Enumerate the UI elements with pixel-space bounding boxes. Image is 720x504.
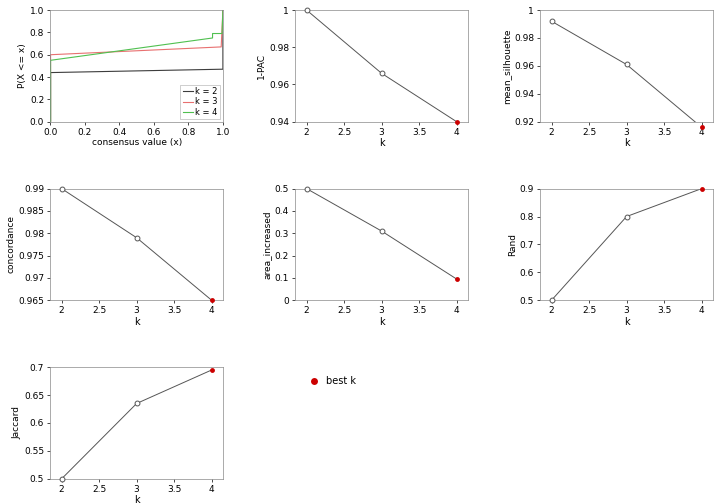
Y-axis label: Rand: Rand [508, 233, 517, 256]
k = 4 [46, 118, 55, 124]
X-axis label: k: k [624, 138, 629, 148]
k = 3 [219, 7, 228, 13]
k = 4 [206, 35, 215, 41]
k = 3 [149, 47, 158, 53]
k = 4 [143, 44, 152, 50]
k = 2 [46, 118, 55, 124]
Y-axis label: P(X <= x): P(X <= x) [18, 43, 27, 88]
k = 4 [88, 51, 96, 57]
k = 2 [219, 66, 228, 72]
X-axis label: k: k [379, 317, 384, 327]
k = 2 [219, 7, 228, 13]
k = 3 [110, 49, 119, 55]
Y-axis label: Jaccard: Jaccard [12, 407, 22, 439]
k = 2 [46, 118, 55, 124]
Y-axis label: mean_silhouette: mean_silhouette [502, 28, 511, 104]
k = 4 [219, 7, 228, 13]
Y-axis label: concordance: concordance [6, 215, 16, 274]
k = 3 [89, 50, 97, 56]
k = 2 [217, 66, 225, 72]
k = 4 [153, 43, 161, 49]
Y-axis label: 1-PAC: 1-PAC [257, 53, 266, 79]
k = 2 [46, 70, 55, 76]
Line: k = 3: k = 3 [50, 10, 223, 121]
X-axis label: k: k [379, 138, 384, 148]
k = 3 [166, 46, 174, 52]
k = 3 [186, 45, 195, 51]
X-axis label: k: k [134, 495, 140, 504]
Legend: best k: best k [300, 372, 360, 390]
Line: k = 2: k = 2 [50, 10, 223, 121]
Line: k = 4: k = 4 [50, 10, 223, 121]
Y-axis label: area_increased: area_increased [263, 210, 272, 279]
k = 4 [209, 30, 217, 37]
k = 3 [117, 48, 125, 54]
k = 4 [63, 55, 72, 61]
Legend: k = 2, k = 3, k = 4: k = 2, k = 3, k = 4 [181, 85, 220, 119]
X-axis label: k: k [624, 317, 629, 327]
k = 3 [46, 118, 55, 124]
X-axis label: k: k [134, 317, 140, 327]
X-axis label: consensus value (x): consensus value (x) [91, 138, 181, 147]
k = 2 [217, 66, 225, 72]
